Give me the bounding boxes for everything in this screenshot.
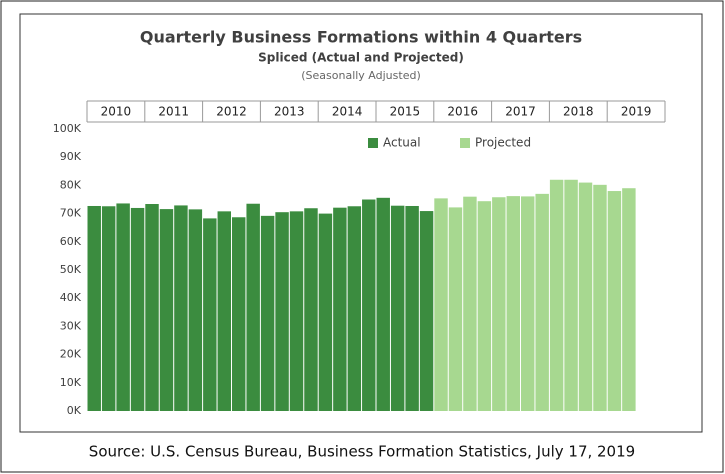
bar: [419, 211, 434, 411]
legend-label: Projected: [475, 136, 531, 150]
x-group-label: 2014: [332, 105, 363, 119]
bar: [130, 207, 145, 411]
bar: [549, 179, 564, 411]
bar: [463, 196, 477, 411]
legend-label: Actual: [383, 136, 421, 150]
x-group-label: 2018: [563, 105, 594, 119]
bar: [275, 212, 289, 411]
bar: [145, 204, 159, 411]
bar: [434, 198, 448, 411]
y-tick-label: 80K: [60, 178, 82, 191]
chart-subtitle: Spliced (Actual and Projected): [258, 51, 464, 65]
y-tick-label: 30K: [60, 319, 82, 332]
bar: [101, 206, 116, 411]
bar: [217, 211, 231, 411]
x-group-label: 2013: [274, 105, 305, 119]
chart-note: (Seasonally Adjusted): [301, 69, 421, 82]
bar: [159, 209, 174, 411]
bar: [203, 218, 217, 411]
x-group-label: 2016: [447, 105, 478, 119]
bar: [188, 209, 203, 411]
bar: [477, 201, 492, 411]
bar: [506, 196, 520, 411]
bar: [362, 199, 376, 411]
bar: [87, 205, 101, 411]
x-group-label: 2017: [505, 105, 536, 119]
x-group-label: 2010: [101, 105, 132, 119]
bar: [260, 215, 275, 411]
bar: [232, 217, 246, 411]
legend-swatch: [460, 138, 470, 148]
x-group-label: 2012: [216, 105, 247, 119]
bar: [304, 208, 318, 411]
bar: [174, 205, 188, 411]
bar: [289, 211, 304, 411]
legend-swatch: [368, 138, 378, 148]
y-tick-label: 10K: [60, 376, 82, 389]
bar: [607, 191, 622, 411]
y-tick-label: 20K: [60, 348, 82, 361]
bar: [390, 205, 405, 411]
bar: [116, 203, 130, 411]
bar: [578, 182, 593, 411]
bar: [535, 193, 549, 411]
bar: [448, 207, 463, 411]
bar: [376, 197, 390, 411]
bar: [622, 188, 636, 411]
y-tick-label: 40K: [60, 291, 82, 304]
y-tick-label: 60K: [60, 235, 82, 248]
x-group-label: 2015: [390, 105, 421, 119]
bar: [405, 205, 419, 411]
bar: [333, 207, 347, 411]
y-tick-label: 70K: [60, 207, 82, 220]
bar: [318, 213, 333, 411]
chart-title: Quarterly Business Formations within 4 Q…: [140, 28, 582, 47]
bar: [246, 203, 260, 411]
bar: [347, 206, 362, 411]
source: Source: U.S. Census Bureau, Business For…: [89, 443, 635, 461]
bar: [521, 196, 535, 411]
y-tick-label: 100K: [53, 122, 82, 135]
bar: [492, 197, 506, 411]
x-group-label: 2019: [621, 105, 652, 119]
y-tick-label: 90K: [60, 150, 82, 163]
y-tick-label: 50K: [60, 263, 82, 276]
x-group-label: 2011: [158, 105, 189, 119]
bar: [593, 184, 607, 411]
bar: [564, 179, 578, 411]
y-tick-label: 0K: [67, 404, 82, 417]
